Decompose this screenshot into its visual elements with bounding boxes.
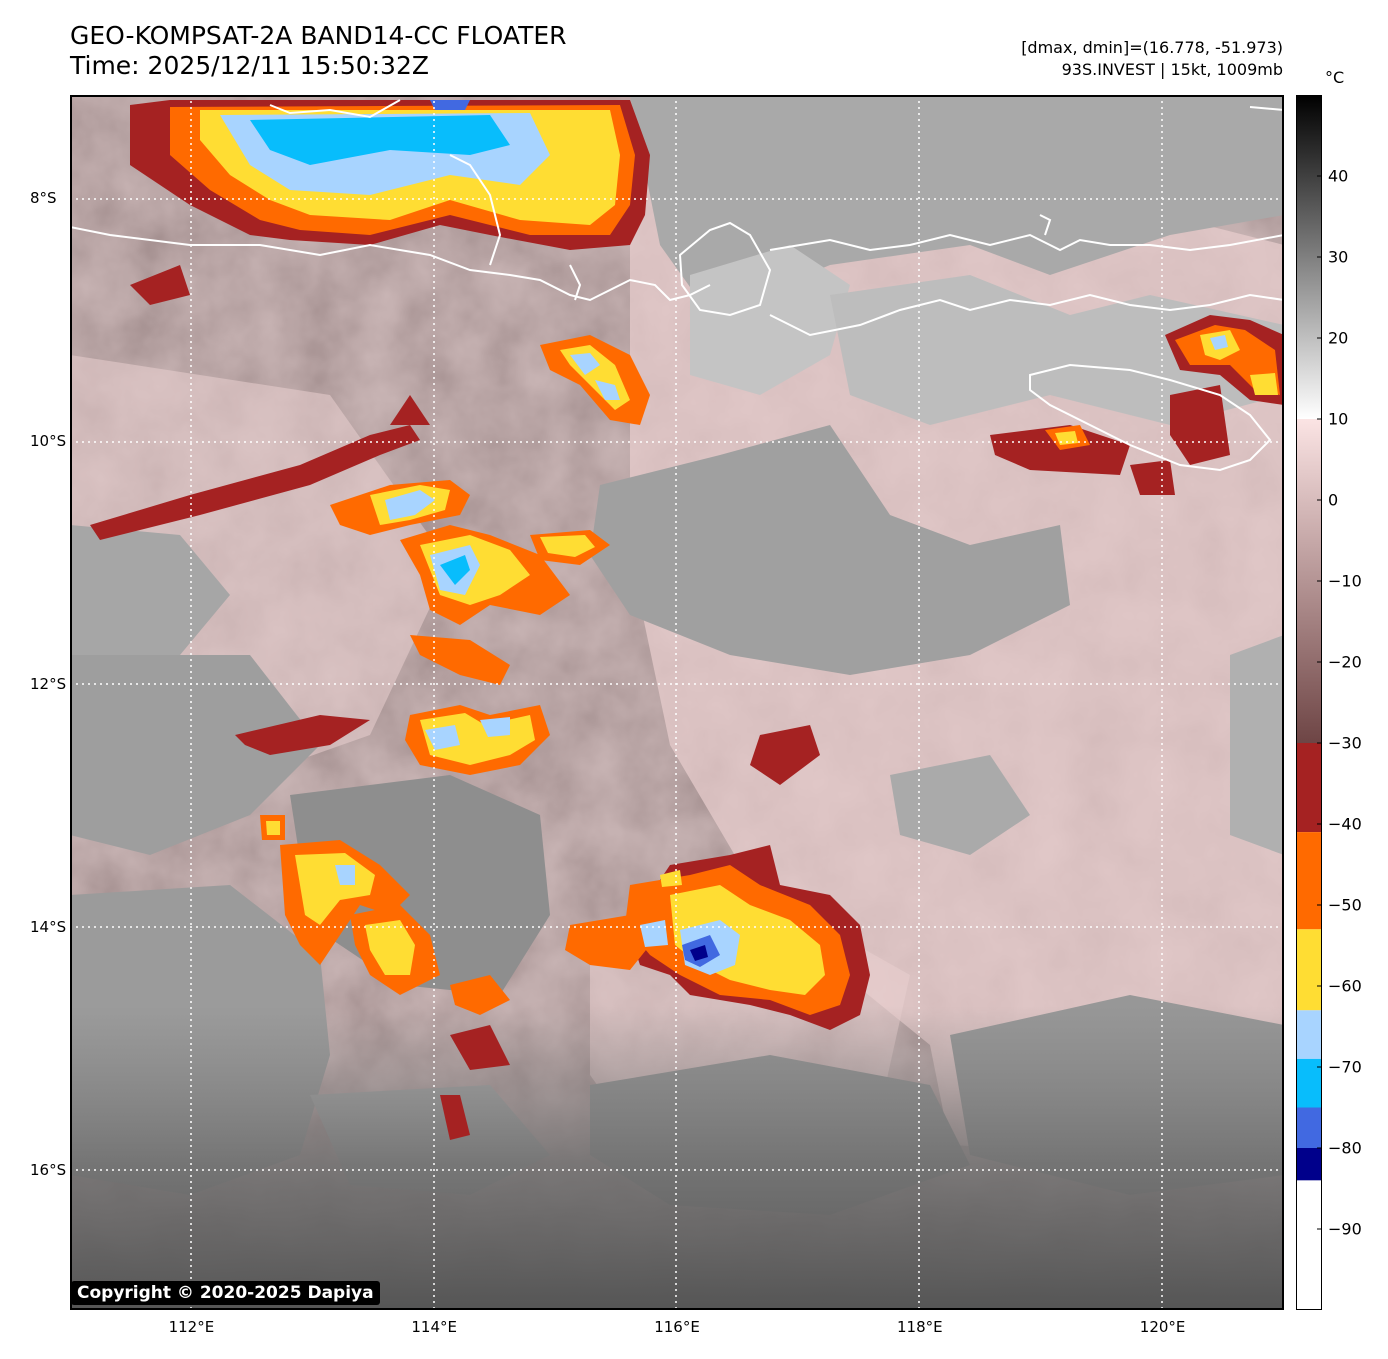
longitude-label: 120°E (1139, 1318, 1186, 1336)
colorbar-tick-label: 10 (1328, 409, 1349, 429)
coastlines (70, 99, 1284, 472)
colorbar-tick-label: −30 (1328, 733, 1362, 753)
temperature-range-label: [dmax, dmin]=(16.778, -51.973) (1021, 38, 1283, 57)
colorbar-tick-label: −10 (1328, 571, 1362, 591)
longitude-label: 118°E (896, 1318, 943, 1336)
colorbar-tick-label: 40 (1328, 166, 1349, 186)
colorbar-tick-label: −50 (1328, 895, 1362, 915)
colorbar-band (1296, 1148, 1322, 1181)
longitude-label: 116°E (654, 1318, 700, 1336)
colorbar-tick-label: −40 (1328, 814, 1362, 834)
colorbar-tick-label: −90 (1328, 1219, 1362, 1239)
satellite-map (70, 95, 1284, 1310)
colorbar-frame (1296, 95, 1322, 1310)
colorbar-band (1296, 1010, 1322, 1059)
latitude-label: 14°S (30, 918, 67, 937)
map-time: Time: 2025/12/11 15:50:32Z (70, 51, 429, 80)
colorbar-tick-label: −80 (1328, 1138, 1362, 1158)
map-title: GEO-KOMPSAT-2A BAND14-CC FLOATER (70, 21, 567, 50)
colorbar-tick-label: −60 (1328, 976, 1362, 996)
map-frame (70, 95, 1284, 1310)
latitude-label: 10°S (30, 432, 67, 451)
storm-info-label: 93S.INVEST | 15kt, 1009mb (1061, 60, 1283, 79)
colorbar-unit: °C (1325, 68, 1345, 87)
convective-cluster-12s (405, 705, 550, 775)
colorbar (1296, 95, 1322, 1310)
latitude-label: 12°S (30, 675, 67, 694)
colorbar-band (1296, 1180, 1322, 1310)
latitude-label: 8°S (30, 189, 57, 208)
colorbar-tick-label: −70 (1328, 1057, 1362, 1077)
colorbar-tick-label: −20 (1328, 652, 1362, 672)
convective-cluster-13s (260, 815, 510, 1015)
convective-cluster-11s (330, 480, 610, 685)
copyright-label: Copyright © 2020-2025 Dapiya (71, 1281, 380, 1305)
longitude-label: 112°E (168, 1318, 215, 1336)
colorbar-tick-label: 0 (1328, 490, 1339, 510)
convective-cluster-east (1045, 315, 1284, 450)
latitude-label: 16°S (30, 1161, 67, 1180)
colorbar-band (1296, 743, 1322, 833)
colorbar-band (1296, 832, 1322, 930)
convective-cluster-14s (565, 845, 870, 1030)
convective-cluster-north (130, 100, 650, 250)
convective-cell-9s (540, 335, 650, 425)
longitude-label: 114°E (411, 1318, 457, 1336)
gridlines (70, 95, 1284, 1310)
colorbar-tick-label: 20 (1328, 328, 1349, 348)
colorbar-tick-label: 30 (1328, 247, 1349, 267)
colorbar-band (1296, 1107, 1322, 1148)
colorbar-band (1296, 929, 1322, 1011)
colorbar-band (1296, 1058, 1322, 1108)
